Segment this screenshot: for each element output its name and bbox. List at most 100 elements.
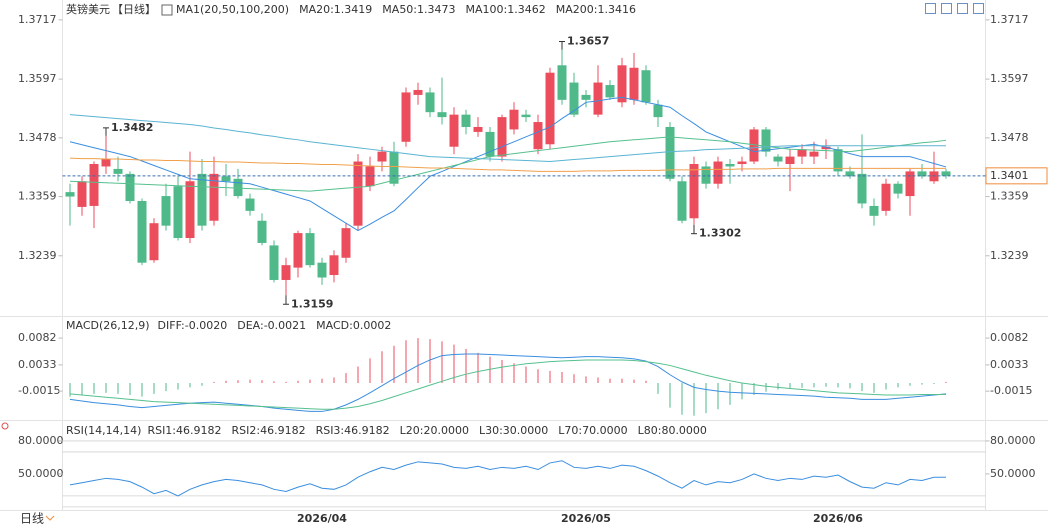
candle-body <box>809 151 819 157</box>
y-tick-label: 0.0033 <box>18 358 57 371</box>
legend-entry: MA20:1.3419 <box>299 3 372 16</box>
legend-entry: MA100:1.3462 <box>466 3 546 16</box>
level-label: L80:80.0000 <box>638 424 707 437</box>
rsi-title: RSI(14,14,14) <box>66 424 141 437</box>
candle-body <box>557 65 567 100</box>
candle-body <box>89 163 99 206</box>
candle-body <box>845 171 855 177</box>
x-tick-label: 2026/06 <box>813 512 863 525</box>
extreme-label: 1.3482 <box>111 121 153 134</box>
macd-line <box>69 359 946 410</box>
candle-body <box>305 233 315 266</box>
candle-body <box>737 161 747 164</box>
candle-body <box>149 223 159 261</box>
toolbar[interactable] <box>925 3 984 14</box>
candle-body <box>581 94 591 100</box>
y-tick-label: 1.3597 <box>990 72 1029 85</box>
x-tick-label: 2026/04 <box>297 512 347 525</box>
candle-body <box>161 196 171 226</box>
candle-body <box>509 109 519 130</box>
candle-body <box>545 72 555 145</box>
tool-button[interactable] <box>973 3 984 14</box>
footer-period[interactable]: 日线 <box>20 512 44 526</box>
y-tick-label: 1.3717 <box>990 13 1029 26</box>
candle-body <box>113 168 123 174</box>
y-tick-label: 80.0000 <box>990 434 1036 447</box>
y-tick-label: 1.3359 <box>18 190 57 203</box>
tool-button[interactable] <box>957 3 968 14</box>
legend-entry: MA50:1.3473 <box>382 3 455 16</box>
candle-body <box>749 129 759 162</box>
level-label: L70:70.0000 <box>558 424 627 437</box>
candle-body <box>629 67 639 100</box>
candle-body <box>617 65 627 103</box>
y-tick-label: 0.0033 <box>990 358 1029 371</box>
ma-line <box>69 157 946 172</box>
symbol: 英镑美元 <box>66 2 110 16</box>
candle-body <box>269 245 279 280</box>
candle-body <box>521 114 531 118</box>
legend-entry: DIFF:-0.0020 <box>158 319 228 332</box>
ma-title: MA1(20,50,100,200) <box>176 3 289 16</box>
candle-body <box>533 122 543 150</box>
candle-body <box>101 159 111 167</box>
legend-entry: MACD:0.0002 <box>316 319 391 332</box>
candle-body <box>797 149 807 157</box>
legend-entry: RSI1:46.9182 <box>147 424 221 437</box>
candle-body <box>257 220 267 243</box>
candle-body <box>869 205 879 216</box>
y-tick-label: 1.3239 <box>990 249 1029 262</box>
candle-body <box>773 156 783 162</box>
candle-body <box>653 104 663 118</box>
candle-body <box>713 161 723 184</box>
macd-title: MACD(26,12,9) <box>66 319 150 332</box>
last-price-box <box>985 167 1048 185</box>
candle-body <box>461 114 471 127</box>
candle-body <box>221 176 231 182</box>
candle-body <box>761 129 771 152</box>
candle-body <box>449 114 459 147</box>
extreme-label: 1.3302 <box>699 227 741 240</box>
candle-body <box>389 151 399 184</box>
settings-icon[interactable] <box>1 422 9 430</box>
candle-body <box>197 173 207 226</box>
candle-body <box>377 151 387 162</box>
candle-body <box>593 82 603 115</box>
dropdown-icon[interactable] <box>45 515 55 521</box>
y-tick-label: 50.0000 <box>990 467 1036 480</box>
ma-line <box>69 136 947 192</box>
ma-icon <box>161 4 173 16</box>
tool-button[interactable] <box>925 3 936 14</box>
candle-body <box>785 156 795 164</box>
candle-body <box>137 201 147 263</box>
y-tick-label: 1.3478 <box>18 131 57 144</box>
frame <box>0 0 1048 511</box>
y-tick-label: 80.0000 <box>18 434 64 447</box>
candle-body <box>941 171 951 176</box>
y-tick-label: 0.0082 <box>990 331 1029 344</box>
candle-body <box>833 149 843 172</box>
candles <box>65 49 951 296</box>
candle-body <box>497 117 507 157</box>
candle-body <box>641 70 651 103</box>
icon[interactable] <box>1 422 9 430</box>
y-tick-label: -0.0015 <box>990 384 1032 397</box>
y-tick-label: 1.3478 <box>990 131 1029 144</box>
y-tick-label: 1.3359 <box>990 190 1029 203</box>
candle-body <box>893 183 903 194</box>
y-tick-label: -0.0015 <box>18 384 60 397</box>
candle-body <box>329 255 339 276</box>
rsi-line <box>69 460 947 497</box>
extreme-label: 1.3159 <box>291 297 333 310</box>
candle-body <box>173 186 183 239</box>
candle-body <box>65 192 75 197</box>
candle-body <box>437 112 447 118</box>
candle-body <box>293 233 303 268</box>
tool-button[interactable] <box>941 3 952 14</box>
candle-body <box>185 181 195 239</box>
ma-line <box>69 114 946 163</box>
legend-entry: RSI3:46.9182 <box>316 424 390 437</box>
candle-body <box>281 265 291 280</box>
candle-body <box>125 173 135 202</box>
